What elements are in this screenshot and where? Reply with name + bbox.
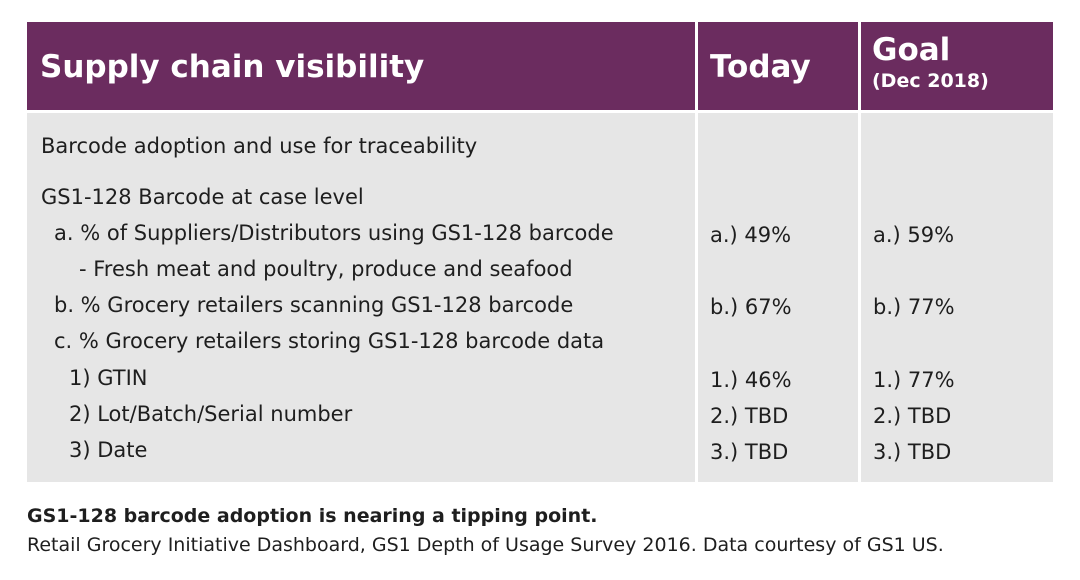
header-cell-today: Today [698, 22, 858, 110]
today-heading: Today [710, 49, 811, 85]
today-c2-value: 2.) TBD [710, 404, 789, 428]
table-title: Supply chain visibility [40, 49, 425, 85]
today-c3-value: 3.) TBD [710, 440, 789, 464]
caption-headline: GS1-128 barcode adoption is nearing a ti… [27, 505, 598, 527]
goal-c2-value: 2.) TBD [873, 404, 952, 428]
goal-c1-value: 1.) 77% [873, 368, 955, 392]
today-column: Today a.) 49% b.) 67% 1.) 46% 2.) TBD 3.… [698, 22, 858, 482]
today-a-value: a.) 49% [710, 223, 792, 247]
case-level-label: GS1-128 Barcode at case level [41, 185, 364, 209]
today-c1-value: 1.) 46% [710, 368, 792, 392]
goal-date-subheading: (Dec 2018) [872, 70, 989, 92]
row-c1-label: 1) GTIN [69, 366, 148, 390]
goal-body-cell: a.) 59% b.) 77% 1.) 77% 2.) TBD 3.) TBD [861, 113, 1053, 482]
caption-source: Retail Grocery Initiative Dashboard, GS1… [27, 534, 944, 556]
today-b-value: b.) 67% [710, 295, 792, 319]
row-a-label: a. % of Suppliers/Distributors using GS1… [54, 221, 614, 245]
goal-column: Goal (Dec 2018) a.) 59% b.) 77% 1.) 77% … [861, 22, 1053, 482]
goal-a-value: a.) 59% [873, 223, 955, 247]
row-c3-label: 3) Date [69, 438, 148, 462]
supply-chain-table: Supply chain visibility Barcode adoption… [27, 22, 1053, 482]
section-label: Barcode adoption and use for traceabilit… [41, 134, 478, 158]
row-b-label: b. % Grocery retailers scanning GS1-128 … [54, 293, 574, 317]
row-c2-label: 2) Lot/Batch/Serial number [69, 402, 353, 426]
goal-c3-value: 3.) TBD [873, 440, 952, 464]
row-a-sub-label: - Fresh meat and poultry, produce and se… [79, 257, 573, 281]
metric-body-cell: Barcode adoption and use for traceabilit… [27, 113, 695, 482]
header-cell-title: Supply chain visibility [27, 22, 695, 110]
header-cell-goal: Goal (Dec 2018) [861, 22, 1053, 110]
metric-column: Supply chain visibility Barcode adoption… [27, 22, 695, 482]
row-c-label: c. % Grocery retailers storing GS1-128 b… [54, 329, 605, 353]
goal-b-value: b.) 77% [873, 295, 955, 319]
today-body-cell: a.) 49% b.) 67% 1.) 46% 2.) TBD 3.) TBD [698, 113, 858, 482]
goal-heading: Goal [872, 32, 951, 68]
